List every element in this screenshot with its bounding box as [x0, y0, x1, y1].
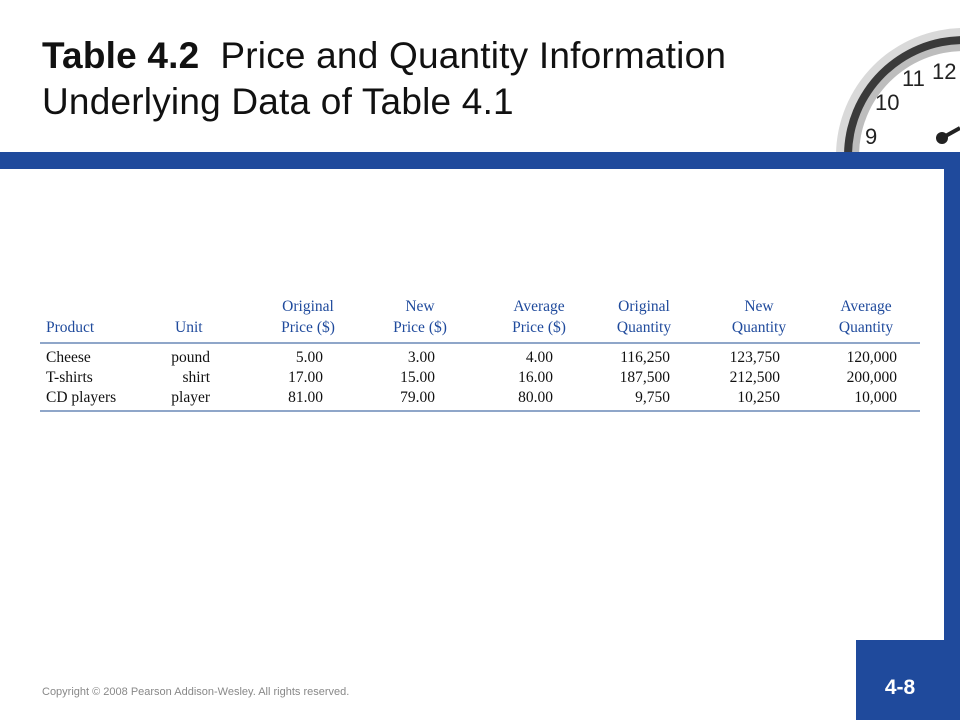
cell-average-price: 80.00	[518, 389, 553, 406]
cell-average-price: 4.00	[525, 349, 553, 366]
header-original-quantity: Original Quantity	[602, 296, 686, 338]
title-line-2: Underlying Data of Table 4.1	[42, 81, 514, 122]
page-number-box	[856, 640, 960, 720]
data-table: Product Unit Original Price ($) New Pric…	[40, 296, 920, 412]
cell-average-price: 16.00	[518, 369, 553, 386]
clock-icon: 12 11 10 9	[836, 28, 960, 154]
table-header-row: Product Unit Original Price ($) New Pric…	[40, 296, 920, 342]
cell-product: T-shirts	[46, 369, 93, 386]
title-text: Price and Quantity Information	[220, 35, 727, 76]
header-average-quantity-line2: Quantity	[838, 319, 894, 336]
header-original-price-line2: Price ($)	[281, 319, 335, 336]
cell-new-quantity: 123,750	[729, 349, 780, 366]
clock-number-11: 11	[902, 66, 925, 91]
cell-original-quantity: 116,250	[620, 349, 670, 366]
header-unit: Unit	[175, 319, 203, 336]
right-edge-bar	[944, 152, 960, 720]
table-row: Cheese pound 5.00 3.00 4.00 116,250 123,…	[40, 348, 920, 368]
clock-number-12: 12	[932, 59, 956, 84]
cell-unit: shirt	[182, 369, 210, 386]
cell-original-price: 17.00	[288, 369, 323, 386]
cell-average-quantity: 10,000	[854, 389, 897, 406]
cell-new-price: 3.00	[407, 349, 435, 366]
cell-original-quantity: 9,750	[635, 389, 670, 406]
cell-average-quantity: 200,000	[846, 369, 897, 386]
header-original-quantity-line1: Original	[618, 298, 670, 315]
cell-new-price: 79.00	[400, 389, 435, 406]
header-new-quantity-line1: New	[744, 298, 774, 315]
cell-product: Cheese	[46, 349, 91, 366]
page-number: 4-8	[884, 676, 916, 699]
table-bottom-rule	[40, 410, 920, 412]
cell-product: CD players	[46, 389, 117, 406]
cell-new-quantity: 212,500	[729, 369, 780, 386]
cell-new-price: 15.00	[400, 369, 435, 386]
copyright-notice: Copyright © 2008 Pearson Addison-Wesley.…	[42, 686, 350, 698]
header-average-price-line1: Average	[513, 298, 565, 315]
cell-new-quantity: 10,250	[737, 389, 780, 406]
cell-original-price: 81.00	[288, 389, 323, 406]
cell-unit: pound	[171, 349, 210, 366]
header-average-price-line2: Price ($)	[512, 319, 566, 336]
slide-title: Table 4.2 Price and Quantity Information…	[42, 33, 822, 125]
header-new-quantity-line2: Quantity	[731, 319, 787, 336]
header-new-quantity: New Quantity	[717, 296, 801, 338]
header-original-price-line1: Original	[282, 298, 334, 315]
header-new-price-line2: Price ($)	[393, 319, 447, 336]
header-new-price: New Price ($)	[380, 296, 460, 338]
cell-average-quantity: 120,000	[846, 349, 897, 366]
header-original-price: Original Price ($)	[268, 296, 348, 338]
cell-original-price: 5.00	[295, 349, 323, 366]
header-divider-bar	[0, 152, 960, 169]
clock-number-9: 9	[865, 124, 877, 149]
header-average-price: Average Price ($)	[499, 296, 579, 338]
table-row: T-shirts shirt 17.00 15.00 16.00 187,500…	[40, 368, 920, 388]
clock-number-10: 10	[875, 90, 899, 115]
cell-unit: player	[171, 389, 210, 406]
cell-original-quantity: 187,500	[619, 369, 670, 386]
table-row: CD players player 81.00 79.00 80.00 9,75…	[40, 388, 920, 408]
header-new-price-line1: New	[405, 298, 435, 315]
table-top-rule	[40, 342, 920, 344]
header-original-quantity-line2: Quantity	[616, 319, 672, 336]
header-average-quantity: Average Quantity	[824, 296, 908, 338]
title-table-number: Table 4.2	[42, 35, 200, 76]
header-average-quantity-line1: Average	[840, 298, 892, 315]
header-product: Product	[46, 319, 95, 336]
clock-image: 12 11 10 9	[828, 20, 960, 154]
